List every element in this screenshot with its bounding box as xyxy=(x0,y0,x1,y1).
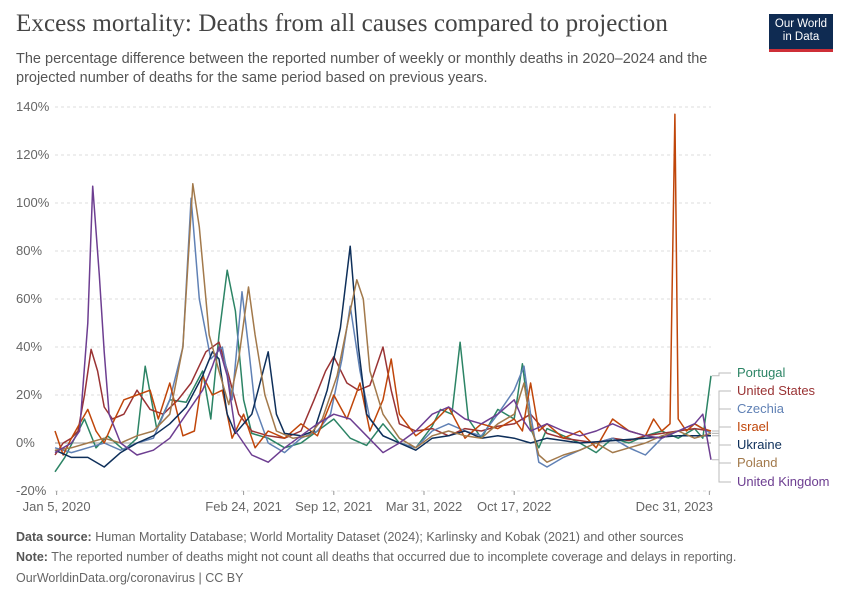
footer-note: Note: The reported number of deaths migh… xyxy=(16,550,736,564)
series-lines xyxy=(54,113,712,473)
x-tick-label: Feb 24, 2021 xyxy=(205,499,282,514)
legend-connector xyxy=(712,432,731,464)
x-tick-label: Mar 31, 2022 xyxy=(386,499,463,514)
x-tick-label: Sep 12, 2021 xyxy=(295,499,372,514)
legend-connector xyxy=(712,372,731,377)
y-tick-label: 60% xyxy=(16,291,42,306)
x-tick-label: Oct 17, 2022 xyxy=(477,499,551,514)
y-tick-label: 40% xyxy=(16,339,42,354)
note-text: The reported number of deaths might not … xyxy=(51,550,737,564)
series-line-czechia[interactable] xyxy=(54,197,712,468)
legend-label-israel[interactable]: Israel xyxy=(737,419,769,434)
chart-subtitle: The percentage difference between the re… xyxy=(16,51,708,86)
y-tick-label: 80% xyxy=(16,243,42,258)
legend-connector xyxy=(712,408,731,434)
logo-line-2: in Data xyxy=(782,31,820,43)
legend-label-czechia[interactable]: Czechia xyxy=(737,401,785,416)
y-tick-label: 140% xyxy=(16,99,50,114)
footer-source: Data source: Human Mortality Database; W… xyxy=(16,530,683,544)
y-axis-ticks: -20% 0% 20% 40% 60% 80% 100% 120% 140% xyxy=(16,99,50,498)
series-line-united-kingdom[interactable] xyxy=(54,185,712,463)
legend-label-poland[interactable]: Poland xyxy=(737,455,777,470)
legend-label-united-kingdom[interactable]: United Kingdom xyxy=(737,474,830,489)
legend: Portugal United States Czechia Israel Ukrain… xyxy=(712,365,830,489)
chart-title: Excess mortality: Deaths from all causes… xyxy=(16,10,668,37)
source-label: Data source: xyxy=(16,530,92,544)
series-line-poland[interactable] xyxy=(54,183,712,463)
source-text: Human Mortality Database; World Mortalit… xyxy=(95,530,684,544)
y-tick-label: 100% xyxy=(16,195,50,210)
legend-connector xyxy=(712,390,731,432)
owid-logo[interactable]: Our World in Data xyxy=(769,14,833,52)
y-tick-label: 20% xyxy=(16,387,42,402)
y-tick-label: -20% xyxy=(16,483,47,498)
legend-label-portugal[interactable]: Portugal xyxy=(737,365,786,380)
note-label: Note: xyxy=(16,550,48,564)
y-tick-label: 0% xyxy=(16,435,35,450)
logo-line-1: Our World xyxy=(774,18,828,30)
grid-lines xyxy=(55,106,711,492)
series-line-ukraine[interactable] xyxy=(54,245,711,468)
legend-label-united-states[interactable]: United States xyxy=(737,383,816,398)
legend-connector xyxy=(712,426,731,432)
legend-label-ukraine[interactable]: Ukraine xyxy=(737,437,782,452)
series-line-portugal[interactable] xyxy=(54,269,712,473)
footer-credit[interactable]: OurWorldinData.org/coronavirus | CC BY xyxy=(16,571,244,585)
x-tick-label: Jan 5, 2020 xyxy=(23,499,91,514)
x-tick-label: Dec 31, 2023 xyxy=(636,499,713,514)
legend-connector xyxy=(712,435,731,446)
y-tick-label: 120% xyxy=(16,147,50,162)
x-axis-ticks: Jan 5, 2020 Feb 24, 2021 Sep 12, 2021 Mar 3… xyxy=(23,491,713,514)
series-line-israel[interactable] xyxy=(54,113,712,456)
legend-connector xyxy=(712,459,731,483)
